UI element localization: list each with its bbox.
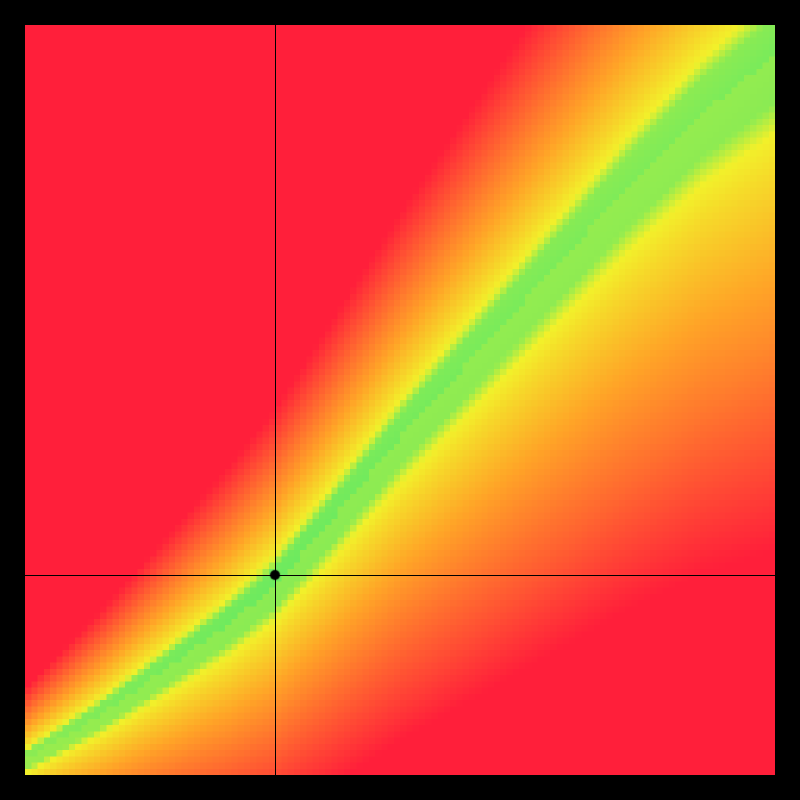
chart-container: { "watermark": { "text": "TheBottleneck.…	[0, 0, 800, 800]
heatmap-canvas	[25, 25, 775, 775]
frame-top	[0, 0, 800, 25]
crosshair-marker	[268, 568, 282, 582]
frame-bottom	[0, 775, 800, 800]
crosshair-horizontal	[25, 575, 775, 576]
heatmap-plot	[25, 25, 775, 775]
frame-left	[0, 0, 25, 800]
frame-right	[775, 0, 800, 800]
crosshair-vertical	[275, 25, 276, 775]
